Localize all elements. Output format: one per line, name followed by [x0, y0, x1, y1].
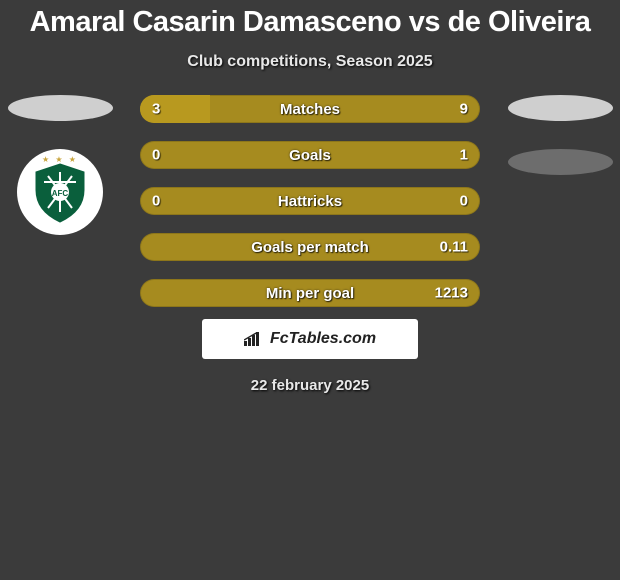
brand-box: FcTables.com — [202, 319, 418, 359]
stat-value-left: 0 — [152, 193, 160, 210]
comparison-infographic: Amaral Casarin Damasceno vs de Oliveira … — [0, 0, 620, 580]
player-left-oval — [8, 95, 113, 121]
stat-value-right: 1 — [460, 147, 468, 164]
stat-row: 0 Goals 1 — [140, 141, 480, 169]
player-right-oval-1 — [508, 95, 613, 121]
stat-row: Min per goal 1213 — [140, 279, 480, 307]
player-right-oval-2 — [508, 149, 613, 175]
stat-value-right: 1213 — [435, 285, 468, 302]
bar-chart-icon — [244, 332, 264, 346]
stat-label: Min per goal — [266, 285, 354, 302]
subtitle: Club competitions, Season 2025 — [0, 53, 620, 71]
stat-row: 0 Hattricks 0 — [140, 187, 480, 215]
stat-label: Goals per match — [251, 239, 369, 256]
stats-column: 3 Matches 9 0 Goals 1 0 Hattricks 0 Goals per mat… — [120, 95, 500, 307]
stat-row: Goals per match 0.11 — [140, 233, 480, 261]
page-title: Amaral Casarin Damasceno vs de Oliveira — [0, 0, 620, 39]
stat-fill-left — [140, 95, 210, 123]
left-column: ★ ★ ★ AFC — [0, 95, 120, 307]
right-column — [500, 95, 620, 307]
stat-label: Goals — [289, 147, 331, 164]
stat-row: 3 Matches 9 — [140, 95, 480, 123]
club-badge-left: ★ ★ ★ AFC — [17, 149, 103, 235]
stat-value-right: 0.11 — [440, 239, 468, 256]
stat-value-right: 9 — [460, 101, 468, 118]
svg-text:AFC: AFC — [52, 189, 69, 198]
stat-value-right: 0 — [460, 193, 468, 210]
stat-label: Hattricks — [278, 193, 342, 210]
stat-value-left: 3 — [152, 101, 160, 118]
columns: ★ ★ ★ AFC 3 Matches 9 0 Goals 1 0 Hattricks 0 Goa… — [0, 95, 620, 307]
brand-text: FcTables.com — [270, 330, 376, 348]
stat-value-left: 0 — [152, 147, 160, 164]
shield-crest-icon: AFC — [28, 160, 92, 224]
date-text: 22 february 2025 — [0, 377, 620, 394]
stat-label: Matches — [280, 101, 340, 118]
badge-stars-icon: ★ ★ ★ — [42, 155, 78, 164]
